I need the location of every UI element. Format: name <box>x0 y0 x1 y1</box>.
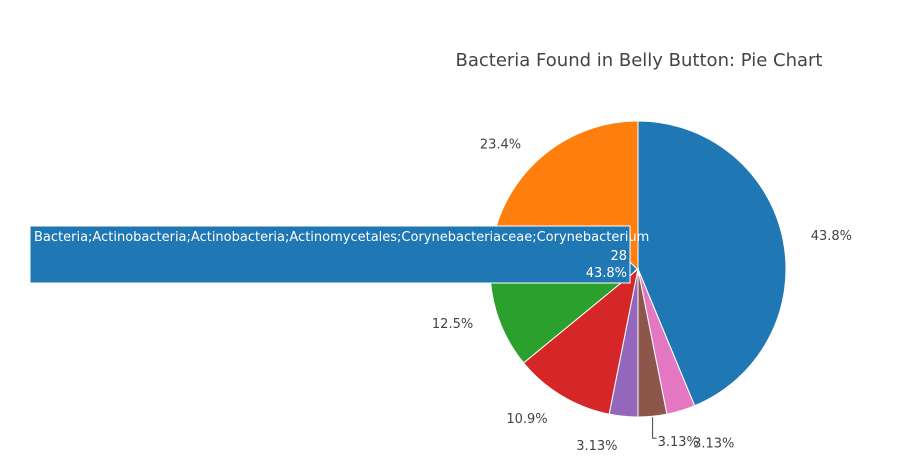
pie-label-1: 3.13% <box>693 436 734 451</box>
tooltip-box <box>29 225 631 284</box>
pie-slice-0[interactable] <box>637 120 787 407</box>
pie-slice-4[interactable] <box>522 267 639 415</box>
pie-label-5: 12.5% <box>432 317 473 332</box>
tooltip-value: 28 <box>610 249 627 264</box>
tooltip-pointer <box>629 260 638 278</box>
pie-label-4: 10.9% <box>506 412 547 427</box>
pie-label-leader-2 <box>652 417 657 439</box>
pie-label-0: 43.8% <box>811 229 852 244</box>
pie-label-2: 3.13% <box>658 435 699 450</box>
tooltip-percent: 43.8% <box>586 266 627 281</box>
pie-labels: 43.8%3.13%3.13%3.13%10.9%12.5%23.4% <box>432 138 852 455</box>
pie-label-3: 3.13% <box>576 439 617 454</box>
hover-tooltip: Bacteria;Actinobacteria;Actinobacteria;A… <box>29 225 649 284</box>
tooltip-name: Bacteria;Actinobacteria;Actinobacteria;A… <box>34 230 649 245</box>
chart-title: Bacteria Found in Belly Button: Pie Char… <box>456 50 823 71</box>
pie-label-6: 23.4% <box>480 138 521 153</box>
